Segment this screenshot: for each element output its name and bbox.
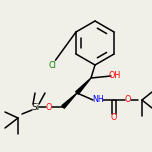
Text: Cl: Cl — [48, 60, 56, 69]
Polygon shape — [62, 93, 77, 108]
Text: Si: Si — [31, 102, 39, 112]
Text: NH: NH — [92, 95, 104, 105]
Text: OH: OH — [109, 71, 121, 81]
Text: O: O — [125, 95, 131, 105]
Polygon shape — [76, 78, 91, 94]
Text: O: O — [46, 102, 52, 112]
Text: O: O — [111, 112, 117, 121]
